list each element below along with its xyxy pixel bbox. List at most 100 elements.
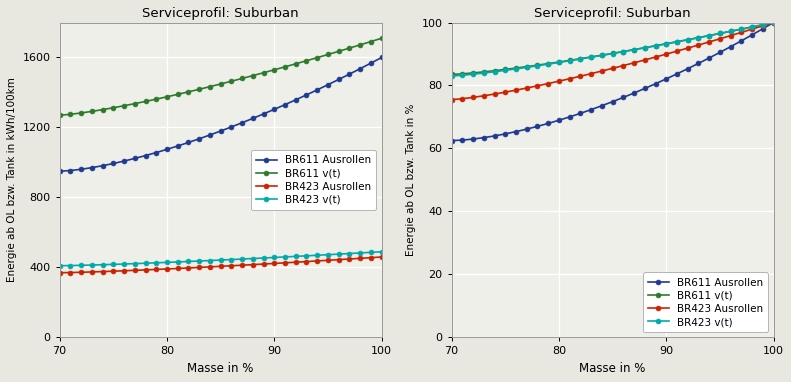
BR611 Ausrollen (108, 161, 118, 166)
BR423 Ausrollen (758, 24, 767, 28)
BR423 Ausrollen (640, 58, 649, 62)
BR423 Ausrollen (597, 69, 607, 73)
BR611 v(t) (747, 25, 757, 29)
BR423 Ausrollen (301, 259, 311, 264)
BR611 Ausrollen (55, 169, 64, 173)
BR423 Ausrollen (130, 268, 139, 273)
BR611 Ausrollen (490, 134, 499, 138)
BR423 v(t) (108, 262, 118, 267)
BR423 Ausrollen (468, 95, 478, 100)
BR611 Ausrollen (640, 86, 649, 91)
BR423 Ausrollen (119, 269, 129, 273)
BR423 v(t) (576, 57, 585, 61)
BR423 v(t) (237, 257, 247, 261)
BR423 Ausrollen (248, 262, 258, 267)
BR423 Ausrollen (736, 30, 746, 35)
BR611 v(t) (543, 62, 553, 66)
BR611 v(t) (98, 107, 108, 112)
BR423 v(t) (312, 253, 322, 257)
BR611 Ausrollen (683, 66, 692, 71)
BR423 v(t) (630, 47, 639, 52)
BR423 v(t) (651, 44, 660, 48)
BR611 Ausrollen (736, 39, 746, 43)
BR611 Ausrollen (726, 44, 736, 49)
BR423 v(t) (87, 263, 97, 267)
BR423 v(t) (501, 68, 510, 73)
BR611 v(t) (597, 53, 607, 57)
BR611 v(t) (195, 87, 204, 92)
BR611 Ausrollen (586, 107, 596, 112)
Title: Serviceprofil: Suburban: Serviceprofil: Suburban (534, 7, 691, 20)
BR423 Ausrollen (108, 269, 118, 274)
BR611 Ausrollen (661, 76, 671, 81)
BR611 v(t) (227, 79, 237, 84)
BR423 v(t) (334, 252, 343, 256)
BR423 Ausrollen (259, 262, 268, 266)
BR423 Ausrollen (769, 20, 778, 25)
BR423 Ausrollen (216, 264, 225, 269)
BR423 v(t) (468, 72, 478, 76)
BR423 v(t) (77, 263, 86, 268)
BR611 Ausrollen (270, 107, 279, 112)
BR611 Ausrollen (184, 140, 193, 145)
BR423 Ausrollen (619, 63, 628, 68)
BR611 Ausrollen (747, 32, 757, 37)
Line: BR423 v(t): BR423 v(t) (57, 249, 384, 268)
BR611 v(t) (366, 39, 376, 44)
BR423 v(t) (345, 251, 354, 256)
BR423 Ausrollen (576, 74, 585, 79)
BR423 v(t) (119, 262, 129, 266)
BR611 Ausrollen (66, 168, 75, 173)
BR423 Ausrollen (672, 49, 682, 53)
Line: BR611 v(t): BR611 v(t) (57, 36, 384, 118)
BR611 v(t) (683, 37, 692, 42)
BR611 v(t) (758, 23, 767, 27)
BR423 Ausrollen (479, 94, 489, 98)
BR611 Ausrollen (87, 165, 97, 170)
BR611 Ausrollen (334, 77, 343, 82)
BR611 v(t) (324, 52, 333, 57)
BR423 Ausrollen (522, 86, 532, 90)
BR423 v(t) (130, 261, 139, 266)
BR611 v(t) (651, 44, 660, 48)
BR611 v(t) (715, 31, 725, 36)
BR423 v(t) (511, 66, 520, 71)
Line: BR611 Ausrollen: BR611 Ausrollen (449, 20, 776, 143)
BR423 Ausrollen (447, 97, 456, 102)
BR423 v(t) (586, 55, 596, 60)
BR423 Ausrollen (366, 255, 376, 260)
BR611 v(t) (334, 49, 343, 53)
BR423 Ausrollen (661, 52, 671, 57)
BR423 v(t) (270, 255, 279, 260)
BR611 Ausrollen (619, 95, 628, 100)
BR611 v(t) (205, 84, 214, 89)
X-axis label: Masse in %: Masse in % (579, 362, 645, 375)
BR611 Ausrollen (280, 102, 290, 107)
BR611 v(t) (184, 89, 193, 94)
BR611 Ausrollen (130, 156, 139, 161)
BR423 Ausrollen (747, 27, 757, 31)
BR611 v(t) (248, 73, 258, 78)
BR611 v(t) (554, 60, 564, 64)
BR611 v(t) (619, 49, 628, 54)
BR611 v(t) (501, 67, 510, 72)
BR611 Ausrollen (607, 99, 617, 104)
BR611 v(t) (312, 55, 322, 60)
BR611 Ausrollen (522, 127, 532, 131)
BR423 v(t) (543, 62, 553, 66)
BR611 Ausrollen (216, 129, 225, 133)
BR423 v(t) (479, 71, 489, 75)
BR423 Ausrollen (270, 261, 279, 266)
BR423 v(t) (607, 51, 617, 56)
BR611 v(t) (270, 68, 279, 72)
BR423 Ausrollen (312, 259, 322, 263)
BR423 Ausrollen (554, 79, 564, 83)
BR611 Ausrollen (479, 135, 489, 140)
BR611 Ausrollen (98, 163, 108, 168)
BR423 v(t) (532, 63, 542, 68)
BR423 Ausrollen (205, 265, 214, 269)
BR611 v(t) (377, 36, 386, 40)
BR611 v(t) (447, 72, 456, 77)
BR611 v(t) (468, 71, 478, 75)
BR423 v(t) (205, 258, 214, 263)
